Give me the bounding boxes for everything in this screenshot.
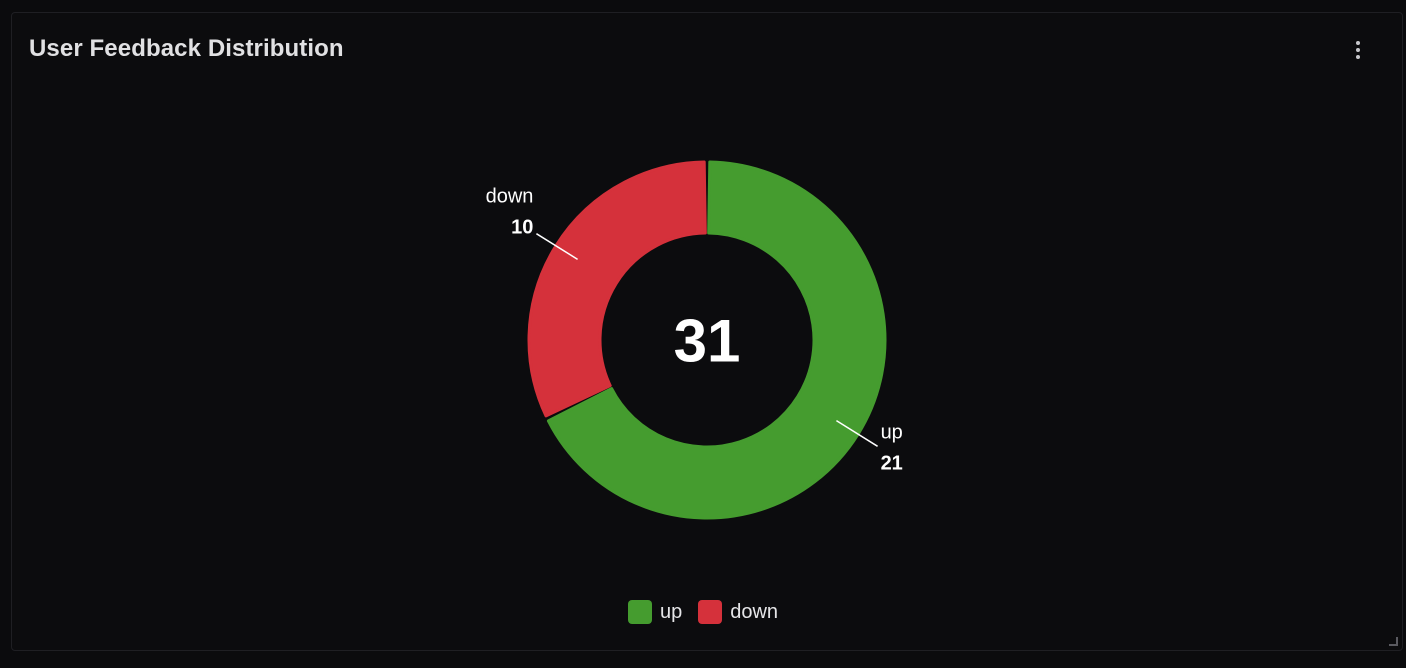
legend-item-up[interactable]: up bbox=[627, 600, 683, 624]
total-count: 31 bbox=[674, 308, 741, 375]
slice-label-up: up bbox=[881, 421, 903, 443]
slice-down[interactable] bbox=[527, 160, 707, 418]
legend-swatch-down bbox=[698, 600, 723, 624]
more-vertical-icon[interactable] bbox=[1348, 38, 1368, 64]
legend-swatch-up bbox=[627, 600, 652, 624]
chart-legend: up down bbox=[0, 600, 1406, 624]
slice-value-up: 21 bbox=[881, 452, 903, 474]
callout-line-down bbox=[536, 233, 578, 260]
legend-label-up: up bbox=[659, 600, 683, 623]
panel-title: User Feedback Distribution bbox=[29, 35, 344, 62]
slice-up[interactable] bbox=[546, 160, 887, 520]
callout-line-up bbox=[836, 420, 878, 447]
slice-label-down: down bbox=[486, 186, 534, 208]
resize-corner-icon[interactable] bbox=[1389, 637, 1398, 646]
legend-label-down: down bbox=[730, 600, 779, 623]
feedback-panel: User Feedback Distribution bbox=[11, 12, 1403, 651]
slice-value-down: 10 bbox=[511, 217, 533, 239]
legend-item-down[interactable]: down bbox=[698, 600, 778, 624]
